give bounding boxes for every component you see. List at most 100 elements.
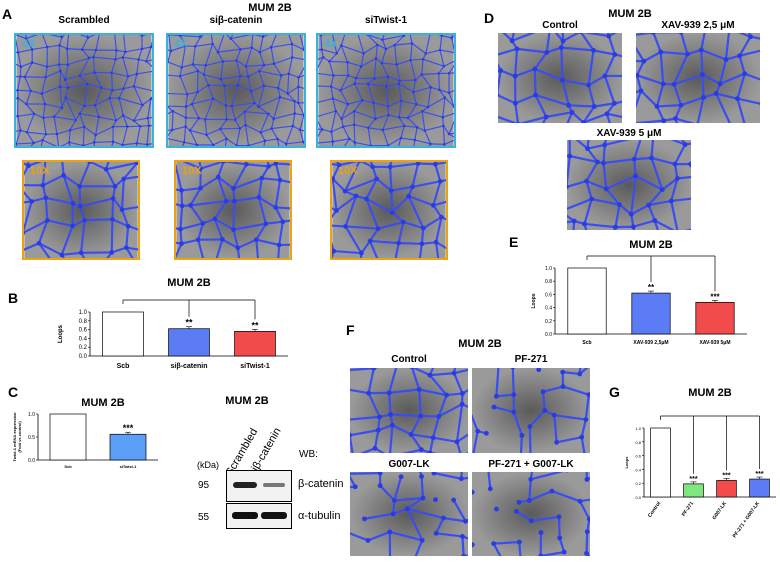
chart-title: MUM 2B — [688, 387, 731, 399]
mag-label: 10X — [30, 165, 50, 177]
mag-label: 4X — [22, 38, 36, 50]
panel-g-letter: G — [609, 384, 620, 400]
chart-title: MUM 2B — [81, 398, 124, 409]
panel-d-label-3: XAV-939 5 μM — [596, 128, 662, 139]
y-tick-label: 1.0 — [28, 412, 35, 418]
wb-band — [232, 512, 258, 519]
y-axis-label: (Fold vs control) — [17, 421, 22, 453]
x-tick-label: Scb — [64, 464, 72, 469]
bar — [102, 311, 144, 357]
significance-mark: ** — [251, 320, 259, 330]
y-tick-label: 0.4 — [79, 336, 88, 342]
chart-title: MUM 2B — [167, 277, 210, 289]
significance-mark: *** — [710, 292, 720, 301]
micrograph-a-sibcat-10x: 10X — [174, 160, 292, 260]
bar — [749, 478, 770, 498]
y-tick-label: 0.0 — [635, 495, 641, 500]
mag-label: 10X — [182, 165, 202, 177]
micrograph-f-combo — [472, 472, 590, 556]
y-tick-label: 1.0 — [545, 266, 552, 272]
x-tick-label: Scb — [582, 340, 591, 346]
chart-c-svg: MUM 2B 0.0 0.5 1.0 Twist-1 mRNA expression(F… — [12, 397, 158, 469]
panel-e-letter: E — [509, 234, 519, 250]
chart-b-svg: MUM 2B 0.0 0.2 0.4 0.6 0.8 1.0 Loops Scb ** siβ-ca… — [58, 277, 288, 370]
bar — [650, 427, 671, 498]
panel-a-col-3: siTwist-1 — [364, 15, 408, 26]
chart-e-svg: MUM 2B 0.0 0.2 0.4 0.6 0.8 1.0 Loops Scb ** XAV-93… — [531, 239, 747, 346]
wb-blot-beta-catenin — [226, 470, 292, 502]
significance-mark: ** — [185, 318, 193, 328]
y-axis-label: Loops — [624, 456, 629, 469]
y-tick-label: 0.5 — [28, 435, 35, 441]
panel-d-title: MUM 2B — [608, 8, 652, 20]
significance-mark: ** — [648, 283, 655, 292]
bar — [109, 433, 147, 461]
x-tick-label: siβ-catenin — [171, 363, 208, 370]
panel-b-letter: B — [8, 290, 19, 306]
x-tick-label: Scb — [117, 363, 130, 370]
y-tick-label: 0.0 — [545, 332, 552, 338]
bar — [716, 480, 737, 498]
y-tick-label: 0.0 — [79, 354, 88, 360]
wb-blot-alpha-tubulin — [226, 503, 292, 529]
micrograph-f-control — [350, 368, 468, 453]
wb-kda-2: 55 — [198, 512, 210, 523]
wb-title: MUM 2B — [225, 395, 269, 407]
y-tick-label: 0.2 — [635, 481, 641, 486]
bar — [695, 301, 735, 335]
panel-f-label-1: Control — [391, 354, 427, 365]
x-tick-label: PF-271 + G007-LK — [732, 500, 762, 539]
significance-mark: *** — [123, 423, 134, 433]
y-axis-label: Twist-1 mRNA expression — [12, 412, 17, 461]
y-tick-label: 0.4 — [635, 467, 641, 472]
y-axis-label: Loops — [531, 293, 537, 308]
bar — [683, 483, 704, 498]
x-tick-label: Control — [647, 500, 662, 519]
micrograph-f-g007 — [350, 472, 468, 556]
micrograph-a-sibcat-4x: 4X — [166, 33, 306, 148]
significance-mark: *** — [722, 472, 730, 479]
panel-c-letter: C — [8, 384, 19, 400]
micrograph-d-xav5 — [567, 140, 691, 230]
significance-mark: *** — [689, 476, 697, 483]
significance-mark: *** — [755, 471, 763, 478]
y-tick-label: 1.0 — [635, 426, 641, 431]
chart-c: MUM 2B 0.0 0.5 1.0 Twist-1 mRNA expression(F… — [8, 397, 178, 478]
x-tick-label: G007-LK — [711, 500, 728, 521]
panel-a-col-1: Scrambled — [58, 15, 110, 26]
panel-f-label-2: PF-271 — [514, 354, 548, 365]
wb-band — [263, 483, 285, 487]
y-tick-label: 0.8 — [545, 279, 552, 285]
y-tick-label: 1.0 — [79, 310, 88, 316]
chart-g-svg: MUM 2B 0.0 0.2 0.4 0.6 0.8 1.0 Loops Control *** P… — [624, 387, 776, 539]
micrograph-a-sitwist-10x: 10X — [330, 160, 448, 260]
micrograph-a-sitwist-4x: 4X — [316, 33, 456, 148]
y-tick-label: 0.8 — [79, 319, 88, 325]
panel-d-letter: D — [484, 10, 495, 26]
micrograph-a-scrambled-10x: 10X — [22, 160, 140, 260]
micrograph-d-control — [498, 33, 622, 123]
wb-band-label-1: β-catenin — [298, 478, 344, 490]
x-tick-label: XAV-939 2,5μM — [633, 340, 668, 346]
panel-f-label-3: G007-LK — [388, 459, 430, 470]
mag-label: 10X — [338, 165, 358, 177]
wb-kda-1: 95 — [198, 480, 210, 491]
y-tick-label: 0.6 — [79, 328, 88, 334]
chart-e: MUM 2B 0.0 0.2 0.4 0.6 0.8 1.0 Loops Scb ** XAV-93… — [525, 236, 755, 356]
wb-kda-label: (kDa) — [197, 460, 219, 470]
panel-a-letter: A — [2, 6, 13, 22]
y-axis-label: Loops — [58, 324, 64, 343]
y-tick-label: 0.0 — [28, 458, 35, 464]
micrograph-d-xav25 — [636, 33, 760, 123]
x-tick-label: siTwist-1 — [120, 464, 138, 469]
y-tick-label: 0.4 — [545, 306, 552, 312]
y-tick-label: 0.8 — [635, 440, 641, 445]
wb-label: WB: — [299, 449, 318, 460]
micrograph-a-scrambled-4x: 4X — [14, 33, 154, 148]
panel-d-label-1: Control — [542, 20, 578, 31]
chart-b: MUM 2B 0.0 0.2 0.4 0.6 0.8 1.0 Loops Scb ** siβ-ca… — [40, 272, 300, 384]
micrograph-f-pf271 — [472, 368, 590, 453]
panel-d-label-2: XAV-939 2,5 μM — [661, 20, 735, 31]
chart-title: MUM 2B — [629, 239, 672, 251]
wb-band — [261, 512, 287, 519]
